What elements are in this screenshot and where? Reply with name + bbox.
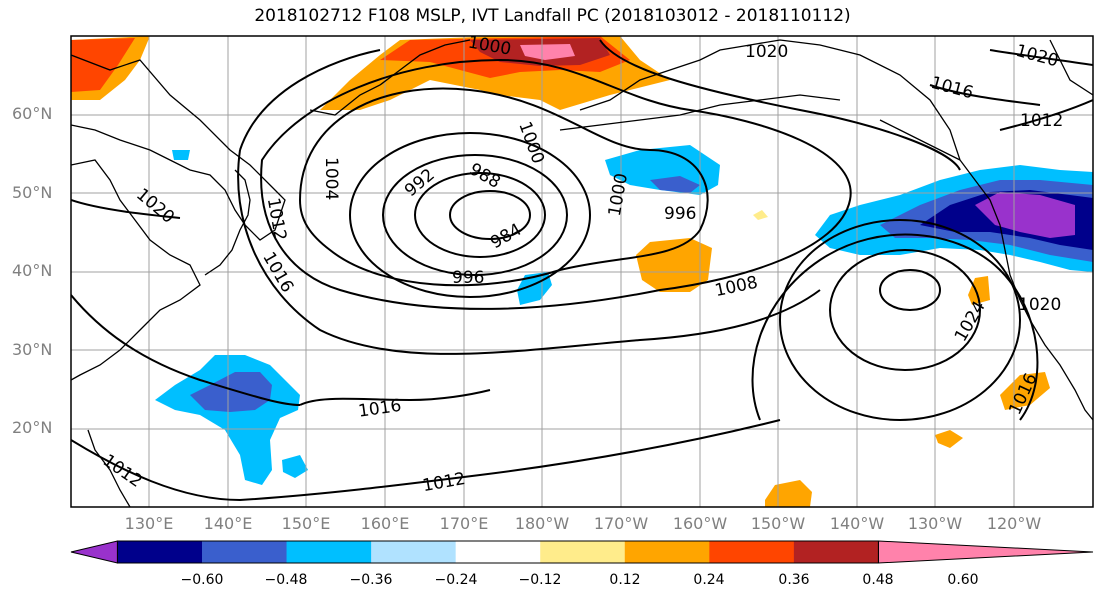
map-title: 2018102712 F108 MSLP, IVT Landfall PC (2… [254, 6, 851, 26]
colorbar-segment [709, 541, 795, 563]
lon-label: 180°W [514, 514, 570, 533]
isobars [71, 39, 1093, 502]
coastlines [71, 39, 1093, 507]
ivt-negative-region-gulf-inner [650, 176, 700, 193]
isobar-label: 1012 [1020, 111, 1063, 131]
colorbar-tick-label: 0.24 [693, 572, 725, 588]
lat-label: 60°N [12, 104, 53, 123]
lon-label: 160°W [672, 514, 728, 533]
lon-label: 150°W [750, 514, 806, 533]
colorbar-segment [793, 541, 879, 563]
colorbar-tick-label: 0.48 [862, 572, 894, 588]
isobar-label: 1020 [1018, 295, 1061, 315]
colorbar-segment [202, 541, 288, 563]
ivt-positive-region-bering-max [520, 44, 575, 60]
lat-label: 50°N [12, 183, 53, 202]
ivt-negative-region-japan [172, 150, 190, 160]
ivt-positive-region-nw-core [71, 38, 135, 92]
ivt-negative-region-small [282, 455, 308, 478]
colorbar-tick-label: −0.36 [349, 572, 393, 588]
lon-label: 150°E [281, 514, 331, 533]
colorbar-extend-left [70, 540, 118, 564]
lon-label: 170°E [439, 514, 489, 533]
colorbar-tick-label: 0.36 [778, 572, 810, 588]
colorbar-tick-label: −0.12 [518, 572, 562, 588]
map-frame [70, 35, 1094, 508]
isobar-label: 996 [452, 268, 484, 288]
lat-label: 20°N [12, 418, 53, 437]
colorbar-segment [117, 541, 203, 563]
graticule [71, 36, 1093, 507]
colorbar-segment [286, 541, 372, 563]
ivt-positive-region-tiny [753, 210, 768, 220]
lat-label: 30°N [12, 340, 53, 359]
lon-label: 140°E [203, 514, 253, 533]
colorbar-tick-label: −0.60 [180, 572, 224, 588]
lon-label: 120°W [986, 514, 1042, 533]
ivt-positive-region-south [765, 480, 812, 507]
lon-label: 140°W [829, 514, 885, 533]
ivt-negative-region-west-pacific-inner [190, 372, 272, 412]
colorbar-tick-label: 0.12 [609, 572, 641, 588]
colorbar-segment [371, 541, 457, 563]
ivt-negative-region-pnw-core [975, 192, 1075, 238]
isobar-label: 1004 [321, 157, 341, 200]
lon-label: 130°W [907, 514, 963, 533]
lon-label: 130°E [124, 514, 174, 533]
ivt-shading [71, 36, 1093, 507]
lon-label: 170°W [593, 514, 649, 533]
ivt-positive-region-small [935, 430, 963, 448]
isobar-label: 996 [664, 204, 696, 224]
isobar-label: 1020 [745, 42, 788, 62]
colorbar-extend-right [877, 540, 1094, 564]
lon-label: 160°E [360, 514, 410, 533]
ivt-positive-region-pacific [636, 238, 712, 292]
colorbar [70, 540, 1094, 564]
colorbar-tick-label: −0.48 [264, 572, 308, 588]
colorbar-segment [455, 541, 541, 563]
colorbar-segment [540, 541, 626, 563]
lat-label: 40°N [12, 261, 53, 280]
colorbar-tick-label: 0.60 [947, 572, 979, 588]
colorbar-border [116, 540, 879, 564]
colorbar-segment [624, 541, 710, 563]
ivt-positive-region-baja [1000, 372, 1050, 410]
colorbar-tick-label: −0.24 [434, 572, 478, 588]
